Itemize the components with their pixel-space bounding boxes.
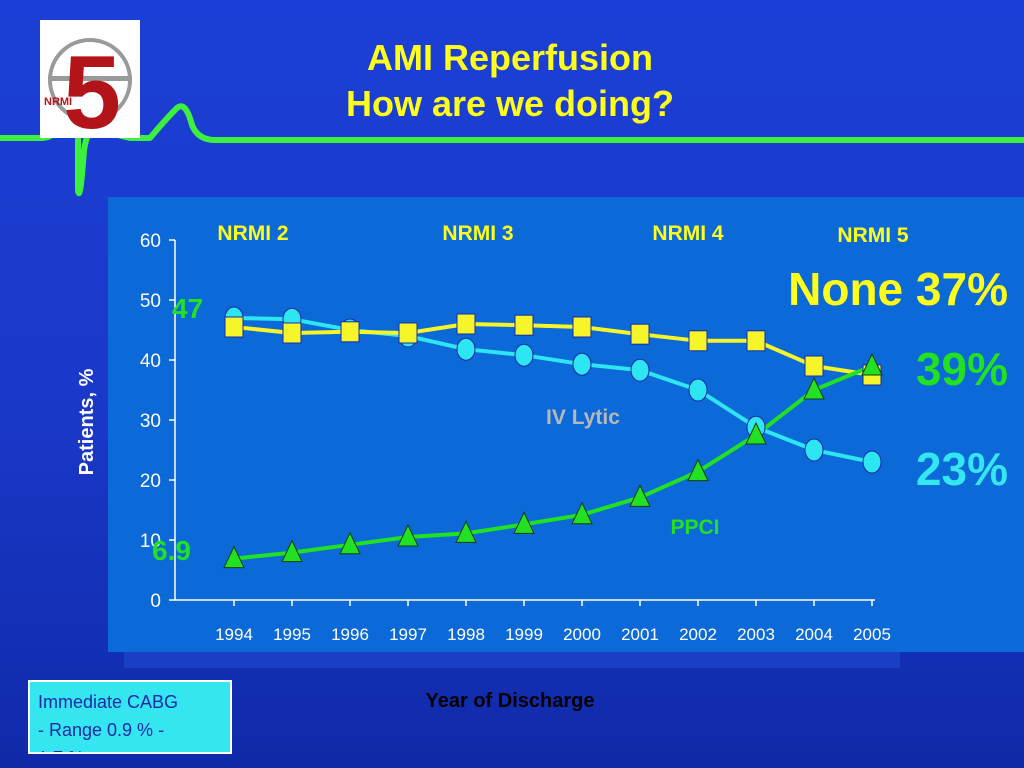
- data-point-ppci: [745, 421, 767, 445]
- data-point-ppci: [687, 458, 709, 482]
- x-tick-label: 2002: [679, 625, 717, 644]
- data-point-ppci: [223, 545, 245, 569]
- x-tick-label: 1999: [505, 625, 543, 644]
- data-point-iv-lytic: [862, 450, 882, 474]
- data-point-none: [514, 314, 534, 336]
- data-point-none: [456, 313, 476, 335]
- logo-number: 5: [63, 35, 121, 138]
- data-point-none: [340, 321, 360, 343]
- cabg-note-line1: Immediate CABG: [38, 692, 179, 712]
- data-point-ppci: [861, 352, 883, 376]
- series-label-lytic: IV Lytic: [546, 406, 620, 429]
- annotation-end-ppci: 39%: [916, 343, 1008, 395]
- data-point-none: [630, 323, 650, 345]
- x-tick-label: 1994: [215, 625, 253, 644]
- y-tick-label: 20: [140, 471, 161, 492]
- cabg-note-box: Immediate CABG - Range 0.9 % - 1.7 %: [28, 680, 232, 754]
- slide-title-line1: AMI Reperfusion: [366, 37, 653, 78]
- data-point-iv-lytic: [572, 352, 592, 376]
- y-tick-label: 30: [140, 411, 161, 432]
- series-label-ppci: PPCI: [670, 516, 719, 539]
- data-point-ppci: [397, 523, 419, 547]
- annotation-start-lytic: 47: [172, 293, 203, 324]
- x-tick-label: 1995: [273, 625, 311, 644]
- x-tick-label: 1998: [447, 625, 485, 644]
- data-point-none: [688, 330, 708, 352]
- annotation-end-none: None 37%: [788, 263, 1008, 315]
- x-tick-label: 2005: [853, 625, 891, 644]
- x-tick-label: 2003: [737, 625, 775, 644]
- registry-label: NRMI 2: [217, 222, 288, 245]
- y-tick-label: 0: [150, 591, 161, 612]
- y-tick-label: 60: [140, 231, 161, 252]
- registry-label: NRMI 4: [652, 222, 723, 245]
- series-line-none: [233, 321, 873, 377]
- x-tick-label: 2004: [795, 625, 833, 644]
- data-point-none: [746, 330, 766, 352]
- data-point-iv-lytic: [514, 343, 534, 367]
- data-point-iv-lytic: [688, 378, 708, 402]
- nrmi-logo-graphic: 5: [48, 35, 132, 151]
- series-line-ppci: [233, 364, 873, 561]
- data-point-iv-lytic: [630, 358, 650, 382]
- annotation-end-lytic: 23%: [916, 443, 1008, 495]
- series-line-iv-lytic: [233, 316, 873, 464]
- logo-text: NRMI: [44, 96, 73, 108]
- x-tick-label: 1996: [331, 625, 369, 644]
- data-point-none: [224, 316, 244, 338]
- x-tick-label: 1997: [389, 625, 427, 644]
- y-tick-label: 50: [140, 291, 161, 312]
- slide-title-line2: How are we doing?: [345, 83, 675, 124]
- cabg-note-line3: 1.7 %: [38, 744, 222, 752]
- registry-label: NRMI 3: [442, 222, 513, 245]
- y-tick-label: 40: [140, 351, 161, 372]
- cabg-note-line2: - Range 0.9 % -: [38, 720, 165, 740]
- data-point-ppci: [629, 484, 651, 507]
- data-point-iv-lytic: [804, 438, 824, 462]
- data-point-ppci: [455, 520, 477, 543]
- registry-label: NRMI 5: [837, 224, 908, 247]
- data-point-ppci: [513, 511, 535, 534]
- x-axis-label: Year of Discharge: [425, 690, 595, 712]
- nrmi-logo: 5 NRMI: [40, 20, 140, 151]
- data-point-none: [804, 355, 824, 377]
- data-point-ppci: [803, 376, 825, 400]
- y-tick-label: 10: [140, 531, 161, 552]
- chart-panel: [108, 197, 1024, 652]
- data-point-none: [572, 316, 592, 338]
- data-point-ppci: [339, 531, 361, 555]
- x-tick-label: 2000: [563, 625, 601, 644]
- data-point-none: [398, 322, 418, 344]
- x-tick-label: 2001: [621, 625, 659, 644]
- annotation-start-ppci: 6.9: [152, 535, 191, 566]
- data-point-none: [282, 322, 302, 344]
- data-point-iv-lytic: [456, 337, 476, 361]
- data-point-ppci: [571, 501, 593, 525]
- y-axis-label: Patients, %: [76, 368, 98, 475]
- data-point-ppci: [281, 539, 303, 563]
